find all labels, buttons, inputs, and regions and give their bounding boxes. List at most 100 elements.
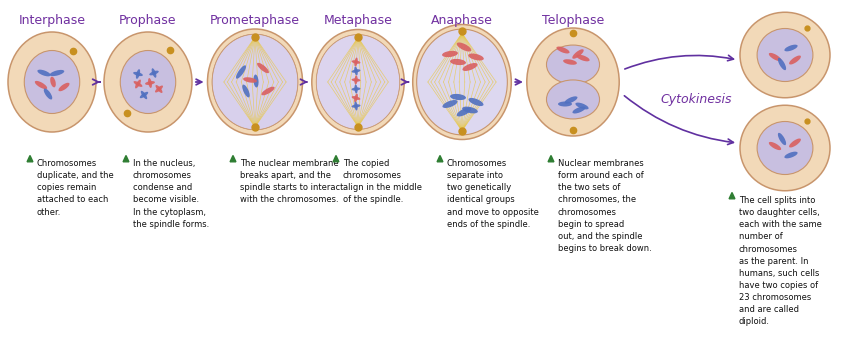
Text: The cell splits into
two daughter cells,
each with the same
number of
chromosome: The cell splits into two daughter cells,… bbox=[738, 196, 821, 327]
Ellipse shape bbox=[312, 29, 404, 134]
Ellipse shape bbox=[462, 107, 477, 113]
Text: Prophase: Prophase bbox=[119, 14, 176, 27]
Ellipse shape bbox=[207, 29, 302, 135]
Ellipse shape bbox=[236, 65, 245, 79]
Ellipse shape bbox=[788, 56, 800, 64]
Ellipse shape bbox=[768, 142, 780, 150]
Ellipse shape bbox=[740, 12, 829, 98]
Text: Nuclear membranes
form around each of
the two sets of
chromosomes, the
chromosom: Nuclear membranes form around each of th… bbox=[557, 159, 651, 253]
Ellipse shape bbox=[576, 55, 589, 61]
Polygon shape bbox=[332, 155, 338, 162]
Ellipse shape bbox=[757, 121, 812, 175]
Ellipse shape bbox=[24, 50, 79, 113]
Ellipse shape bbox=[572, 106, 584, 113]
Ellipse shape bbox=[316, 35, 399, 129]
Ellipse shape bbox=[784, 152, 797, 158]
Ellipse shape bbox=[50, 77, 55, 88]
Ellipse shape bbox=[256, 63, 268, 73]
Ellipse shape bbox=[450, 94, 465, 100]
Ellipse shape bbox=[768, 53, 780, 61]
Ellipse shape bbox=[546, 80, 599, 119]
Text: Metaphase: Metaphase bbox=[323, 14, 392, 27]
Ellipse shape bbox=[527, 28, 619, 136]
Ellipse shape bbox=[546, 45, 599, 84]
Polygon shape bbox=[728, 193, 734, 199]
Ellipse shape bbox=[149, 71, 158, 75]
Ellipse shape bbox=[155, 85, 162, 93]
Ellipse shape bbox=[140, 92, 148, 98]
Polygon shape bbox=[436, 155, 442, 162]
Ellipse shape bbox=[135, 69, 140, 79]
Text: In the nucleus,
chromosomes
condense and
become visible.
In the cytoplasm,
the s: In the nucleus, chromosomes condense and… bbox=[133, 159, 209, 229]
Polygon shape bbox=[123, 155, 129, 162]
Text: Interphase: Interphase bbox=[19, 14, 85, 27]
Text: Anaphase: Anaphase bbox=[430, 14, 492, 27]
Ellipse shape bbox=[412, 25, 510, 140]
Ellipse shape bbox=[740, 105, 829, 191]
Ellipse shape bbox=[557, 102, 572, 106]
Text: Chromosomes
separate into
two genetically
identical groups
and move to opposite
: Chromosomes separate into two geneticall… bbox=[446, 159, 538, 229]
Ellipse shape bbox=[104, 32, 192, 132]
Ellipse shape bbox=[133, 72, 142, 76]
Text: Cytokinesis: Cytokinesis bbox=[659, 93, 731, 106]
Ellipse shape bbox=[243, 77, 256, 83]
Ellipse shape bbox=[462, 63, 477, 71]
Ellipse shape bbox=[261, 87, 274, 95]
Ellipse shape bbox=[572, 49, 583, 59]
Ellipse shape bbox=[49, 70, 64, 76]
Ellipse shape bbox=[354, 102, 357, 111]
Ellipse shape bbox=[351, 69, 360, 73]
Ellipse shape bbox=[468, 54, 483, 61]
Text: Chromosomes
duplicate, and the
copies remain
attached to each
other.: Chromosomes duplicate, and the copies re… bbox=[37, 159, 113, 217]
Ellipse shape bbox=[784, 45, 797, 51]
Ellipse shape bbox=[468, 98, 483, 106]
Ellipse shape bbox=[8, 32, 96, 132]
Ellipse shape bbox=[152, 68, 156, 78]
Ellipse shape bbox=[354, 76, 357, 84]
Text: The nuclear membrane
breaks apart, and the
spindle starts to interact
with the c: The nuclear membrane breaks apart, and t… bbox=[239, 159, 343, 204]
Ellipse shape bbox=[456, 42, 470, 51]
Text: Telophase: Telophase bbox=[541, 14, 603, 27]
Text: The copied
chromosomes
align in the middle
of the spindle.: The copied chromosomes align in the midd… bbox=[343, 159, 422, 204]
Ellipse shape bbox=[556, 47, 569, 54]
Ellipse shape bbox=[59, 83, 69, 91]
Ellipse shape bbox=[757, 28, 812, 82]
Ellipse shape bbox=[212, 34, 297, 130]
Ellipse shape bbox=[37, 70, 50, 76]
Ellipse shape bbox=[148, 78, 152, 88]
Ellipse shape bbox=[141, 91, 147, 99]
Ellipse shape bbox=[777, 58, 786, 70]
Ellipse shape bbox=[316, 35, 399, 129]
Ellipse shape bbox=[135, 79, 141, 89]
Ellipse shape bbox=[212, 34, 297, 130]
Ellipse shape bbox=[351, 104, 360, 108]
Ellipse shape bbox=[562, 59, 576, 65]
Ellipse shape bbox=[134, 81, 142, 87]
Ellipse shape bbox=[354, 57, 357, 66]
Ellipse shape bbox=[155, 85, 163, 92]
Ellipse shape bbox=[777, 133, 786, 145]
Text: Prometaphase: Prometaphase bbox=[210, 14, 300, 27]
Ellipse shape bbox=[354, 94, 358, 102]
Polygon shape bbox=[27, 155, 33, 162]
Ellipse shape bbox=[416, 29, 507, 135]
Polygon shape bbox=[230, 155, 236, 162]
Ellipse shape bbox=[253, 75, 258, 88]
Ellipse shape bbox=[442, 100, 457, 108]
Ellipse shape bbox=[351, 60, 360, 64]
Ellipse shape bbox=[575, 103, 588, 110]
Ellipse shape bbox=[120, 50, 176, 113]
Ellipse shape bbox=[43, 89, 52, 99]
Ellipse shape bbox=[564, 96, 577, 104]
Ellipse shape bbox=[242, 85, 250, 97]
Ellipse shape bbox=[351, 78, 360, 82]
Ellipse shape bbox=[354, 84, 357, 93]
Ellipse shape bbox=[351, 96, 360, 100]
Ellipse shape bbox=[450, 59, 465, 65]
Ellipse shape bbox=[456, 107, 471, 117]
Ellipse shape bbox=[145, 81, 155, 85]
Ellipse shape bbox=[788, 139, 800, 147]
Polygon shape bbox=[548, 155, 553, 162]
Ellipse shape bbox=[441, 51, 458, 57]
Ellipse shape bbox=[354, 66, 357, 76]
